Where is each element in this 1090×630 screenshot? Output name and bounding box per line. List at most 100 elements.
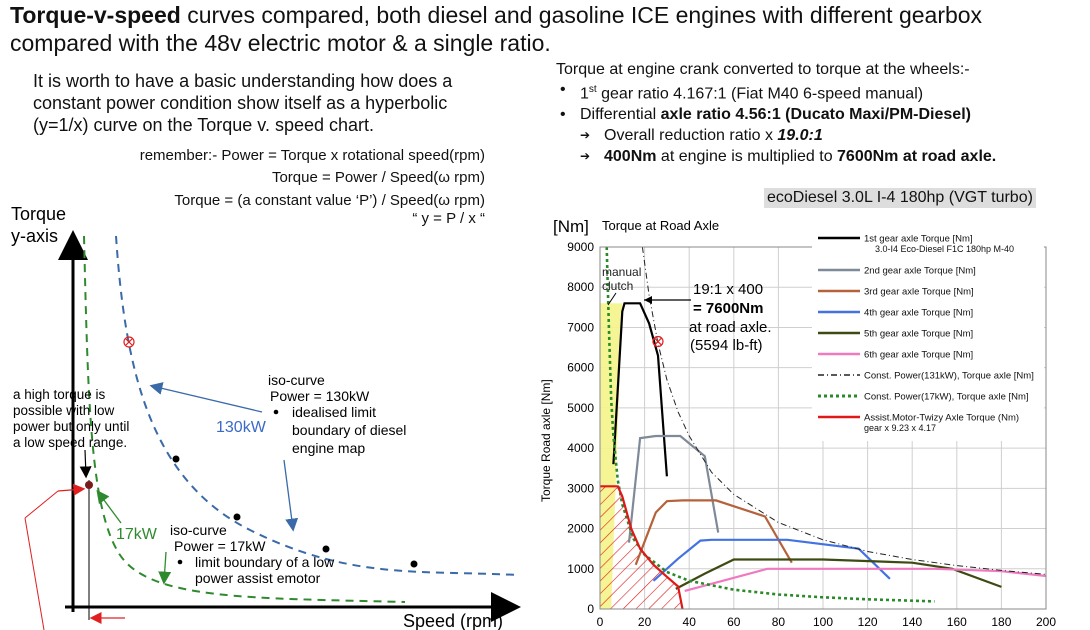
bullet2-bold: axle ratio 4.56:1 (Ducato Maxi/PM-Diesel… [660, 106, 971, 124]
red-leader-line-2 [24, 517, 45, 630]
y-tick-6000: 6000 [567, 361, 594, 375]
x-tick-60: 60 [727, 615, 741, 629]
legend-sublabel-1: 3.0-I4 Eco-Diesel F1C 180hp M-40 [875, 244, 1014, 254]
series-line-5 [675, 558, 1002, 590]
y-axis-title: Torque Road axle [Nm] [539, 379, 553, 502]
legend-label-2: 2nd gear axle Torque [Nm] [864, 266, 976, 277]
y-tick-5000: 5000 [567, 401, 594, 415]
engine-label: ecoDiesel 3.0L I-4 180hp (VGT turbo) [764, 188, 1036, 208]
x-tick-40: 40 [683, 615, 697, 629]
legend-sublabel-9: gear x 9.23 x 4.17 [864, 423, 936, 433]
formula-hyperbola: “ y = P / x “ [412, 210, 485, 227]
page-title-line2: compared with the 48v electric motor & a… [10, 30, 551, 56]
manual-clutch-label-1: manual [602, 265, 641, 279]
callout-arrowhead [644, 296, 652, 304]
x-tick-labels: 0 20 40 60 80 100 120 140 160 180 200 [597, 615, 1057, 629]
bullet-axle-ratio: Differential axle ratio 4.56:1 (Ducato M… [560, 104, 996, 125]
legend-label-1: 1st gear axle Torque [Nm] [864, 234, 973, 245]
legend-label-5: 5th gear axle Torque [Nm] [864, 329, 973, 340]
series-line-1 [612, 302, 668, 477]
red-arrow-torque [57, 483, 86, 496]
callout-line1: 19:1 x 400 [693, 281, 763, 298]
x-tick-0: 0 [597, 615, 604, 629]
iso130-desc-2: boundary of diesel [292, 422, 406, 438]
intro-text: It is worth to have a basic understandin… [33, 71, 453, 135]
emotor-hatched-area [600, 486, 683, 609]
point-130kw-3 [322, 545, 330, 553]
x-tick-20: 20 [638, 615, 652, 629]
legend-label-9: Assist.Motor-Twizy Axle Torque (Nm) [864, 413, 1019, 424]
series-line-9 [600, 485, 684, 609]
y-tick-4000: 4000 [567, 441, 594, 455]
legend-label-7: Const. Power(131kW), Torque axle [Nm] [864, 371, 1034, 382]
arrow-note-to-point [79, 449, 92, 479]
point-17kw [85, 481, 93, 489]
red-leader-line [24, 490, 59, 519]
y-tick-labels: 0 1000 2000 3000 4000 5000 6000 7000 8000 9000 [567, 240, 594, 616]
y-tick-1000: 1000 [567, 562, 594, 576]
chart-legend: 1st gear axle Torque [Nm]3.0-I4 Eco-Dies… [818, 234, 1034, 433]
x-tick-180: 180 [991, 615, 1011, 629]
note-high-torque-3: power but only until [13, 419, 129, 434]
legend-label-8: Const. Power(17kW), Torque axle [Nm] [864, 392, 1029, 403]
bullet1-pre: 1 [580, 85, 589, 103]
x-tick-120: 120 [858, 615, 878, 629]
right-heading: Torque at engine crank converted to torq… [556, 61, 970, 78]
y-axis-label-y: y-axis [11, 226, 58, 246]
label-17kw: 17kW [116, 526, 158, 543]
arrow-130kw [149, 382, 263, 413]
right-bullets: 1st gear ratio 4.167:1 (Fiat M40 6-speed… [560, 79, 996, 167]
series-line-2 [627, 434, 720, 543]
x-tick-80: 80 [772, 615, 786, 629]
marker-130kw-circle [123, 336, 135, 348]
point-130kw-2 [233, 513, 241, 521]
iso130-desc-1: idealised limit [292, 404, 376, 420]
iso130-power: Power = 130kW [270, 388, 370, 404]
series-layer [600, 247, 1046, 609]
legend-label-4: 4th gear axle Torque [Nm] [864, 308, 973, 319]
chart-title: Torque at Road Axle [602, 218, 719, 233]
iso-curve-130kw [115, 235, 519, 576]
legend-label-3: 3rd gear axle Torque [Nm] [864, 287, 974, 298]
axle-torque-chart: [Nm] Torque at Road Axle Torque Road axl… [539, 217, 1057, 629]
x-tick-200: 200 [1036, 615, 1056, 629]
sub-overall-ratio: Overall reduction ratio x 19.0:1 [560, 125, 996, 146]
y-tick-3000: 3000 [567, 481, 594, 495]
chart-unit-label: [Nm] [553, 217, 589, 236]
arrow-130kw-desc [283, 459, 299, 532]
marker-130kw-circle [652, 335, 664, 348]
sub2-mid: at engine is multiplied to [656, 148, 838, 166]
clutch-label-arrow [607, 292, 617, 306]
x-tick-140: 140 [902, 615, 922, 629]
x-axis-label: Speed (rpm) [403, 611, 503, 630]
series-line-3 [634, 499, 793, 566]
iso-curve-17kw [83, 235, 406, 603]
y-axis-label-torque: Torque [11, 204, 66, 224]
y-tick-0: 0 [587, 602, 594, 616]
x-tick-160: 160 [947, 615, 967, 629]
note-high-torque-4: a low speed range. [13, 435, 127, 450]
arrow-17kw-desc [158, 551, 172, 585]
y-tick-7000: 7000 [567, 320, 594, 334]
sub1-bold: 19.0:1 [777, 127, 823, 145]
note-high-torque-1: a high torque is [13, 387, 106, 402]
point-130kw-1 [172, 455, 180, 463]
iso17-desc-1: limit boundary of a low [195, 554, 335, 570]
iso-curve-diagram: Torque y-axis Speed (rpm) a high torque … [11, 204, 521, 630]
iso17-power: Power = 17kW [174, 538, 266, 554]
iso17-desc-2: power assist emotor [195, 570, 321, 586]
callout-line2: = 7600Nm [693, 300, 763, 317]
point-130kw-4 [410, 560, 418, 568]
page-title-rest: curves compared, both diesel and gasolin… [180, 2, 983, 28]
series-line-7 [641, 247, 1046, 575]
iso130-desc-3: engine map [292, 440, 365, 456]
callout-line3: at road axle. [689, 319, 772, 336]
formula-torque: Torque = Power / Speed(ω rpm) [271, 169, 485, 186]
y-tick-9000: 9000 [567, 240, 594, 254]
formula-power: remember:- Power = Torque x rotational s… [139, 147, 485, 164]
iso130-bullet [273, 409, 279, 415]
note-high-torque-2: possible with low [13, 403, 115, 418]
bullet1-post: gear ratio 4.167:1 (Fiat M40 6-speed man… [596, 85, 924, 103]
manual-clutch-label-2: clutch [602, 279, 633, 293]
formula-torque-constant: Torque = (a constant value ‘P’) / Speed(… [174, 192, 485, 209]
